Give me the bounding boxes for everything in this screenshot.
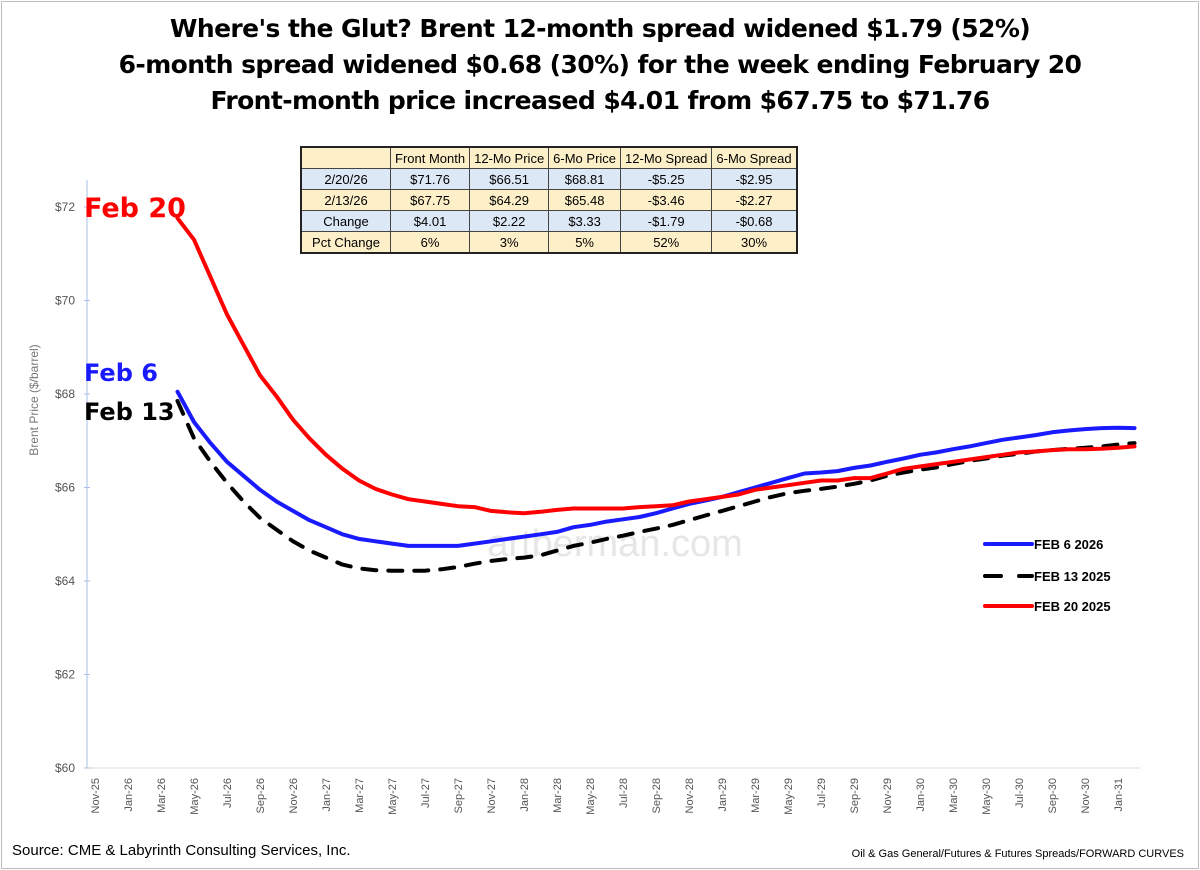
table-cell: -$5.25	[620, 168, 713, 190]
x-tick-label: Nov-30	[1080, 778, 1092, 813]
y-tick-label: $70	[55, 294, 75, 308]
table-row: Change $4.01 $2.22 $3.33 -$1.79 -$0.68	[300, 210, 798, 232]
x-tick-label: May-28	[585, 778, 597, 815]
table-cell: 52%	[620, 231, 713, 254]
source-note: Source: CME & Labyrinth Consulting Servi…	[12, 842, 351, 859]
table-cell: Change	[300, 210, 391, 232]
table-cell: 3%	[469, 231, 550, 254]
y-tick-label: $72	[55, 200, 75, 214]
x-tick-label: Jan-29	[717, 778, 729, 812]
y-tick-label: $66	[55, 481, 75, 495]
y-tick-label: $64	[55, 574, 75, 588]
y-tick-label: $62	[55, 668, 75, 682]
x-tick-label: Sep-27	[453, 778, 465, 813]
series-label: Feb 6	[84, 359, 158, 387]
title-line-2: 6-month spread widened $0.68 (30%) for t…	[118, 50, 1082, 79]
x-tick-label: Nov-29	[882, 778, 894, 813]
x-tick-label: Sep-26	[255, 778, 267, 813]
x-tick-label: Jan-27	[321, 778, 333, 812]
table-cell: $66.51	[469, 168, 550, 190]
table-cell: 6%	[389, 231, 471, 254]
x-tick-label: Mar-29	[750, 778, 762, 813]
x-tick-label: Nov-28	[684, 778, 696, 813]
x-tick-label: Jan-26	[123, 778, 135, 812]
title-line-3: Front-month price increased $4.01 from $…	[210, 86, 990, 115]
y-tick-label: $68	[55, 387, 75, 401]
x-tick-label: Mar-28	[552, 778, 564, 813]
x-tick-label: Jul-30	[1014, 778, 1026, 808]
x-tick-label: Mar-26	[156, 778, 168, 813]
legend-label: FEB 13 2025	[1034, 569, 1111, 584]
table-cell: $2.22	[469, 210, 550, 232]
x-tick-label: Mar-27	[354, 778, 366, 813]
table-row: 2/13/26 $67.75 $64.29 $65.48 -$3.46 -$2.27	[300, 189, 798, 211]
table-cell: -$1.79	[620, 210, 713, 232]
table-cell: $71.76	[389, 168, 471, 190]
x-tick-label: May-26	[189, 778, 201, 815]
x-tick-label: May-29	[783, 778, 795, 815]
table-cell: $65.48	[548, 189, 622, 211]
x-tick-label: Jul-26	[222, 778, 234, 808]
x-tick-label: Sep-29	[849, 778, 861, 813]
x-tick-label: Jul-29	[816, 778, 828, 808]
x-tick-label: Sep-28	[651, 778, 663, 813]
table-cell: 30%	[711, 231, 798, 254]
table-cell: 6-Mo Spread	[711, 146, 798, 169]
series-label: Feb 20	[84, 193, 186, 224]
table-cell: $3.33	[548, 210, 622, 232]
table-cell: $64.29	[469, 189, 550, 211]
table-cell: Pct Change	[300, 231, 391, 254]
path-note: Oil & Gas General/Futures & Futures Spre…	[851, 848, 1184, 860]
x-tick-label: Nov-27	[486, 778, 498, 813]
table-cell: $4.01	[389, 210, 471, 232]
x-tick-label: Jul-28	[618, 778, 630, 808]
table-row: 2/20/26 $71.76 $66.51 $68.81 -$5.25 -$2.95	[300, 168, 798, 190]
x-tick-label: Jan-31	[1113, 778, 1125, 812]
table-cell: 12-Mo Price	[469, 146, 550, 169]
y-axis-label: Brent Price ($/barrel)	[27, 344, 41, 455]
series-line-feb-6	[175, 389, 1137, 548]
x-tick-label: May-27	[387, 778, 399, 815]
table-cell: 2/20/26	[300, 168, 391, 190]
x-tick-label: Mar-30	[948, 778, 960, 813]
table-header-row: Front Month 12-Mo Price 6-Mo Price 12-Mo…	[300, 146, 798, 169]
table-cell: $68.81	[548, 168, 622, 190]
table-cell: 5%	[548, 231, 622, 254]
table-cell: -$2.27	[711, 189, 798, 211]
table-cell: -$0.68	[711, 210, 798, 232]
x-tick-label: May-30	[981, 778, 993, 815]
table-cell	[300, 146, 391, 169]
x-tick-label: Jan-28	[519, 778, 531, 812]
table-cell: 12-Mo Spread	[620, 146, 713, 169]
table-cell: -$3.46	[620, 189, 713, 211]
legend-label: FEB 20 2025	[1034, 599, 1111, 614]
x-tick-label: Nov-26	[288, 778, 300, 813]
x-tick-label: Jul-27	[420, 778, 432, 808]
x-tick-label: Nov-25	[90, 778, 102, 813]
x-tick-label: Sep-30	[1047, 778, 1059, 813]
summary-table: Front Month 12-Mo Price 6-Mo Price 12-Mo…	[300, 146, 798, 254]
table-cell: 6-Mo Price	[548, 146, 622, 169]
table-cell: -$2.95	[711, 168, 798, 190]
table-cell: 2/13/26	[300, 189, 391, 211]
title-line-1: Where's the Glut? Brent 12-month spread …	[169, 14, 1031, 43]
table-row: Pct Change 6% 3% 5% 52% 30%	[300, 231, 798, 254]
series-line-feb-20	[175, 216, 1137, 516]
legend-label: FEB 6 2026	[1034, 537, 1103, 552]
series-label: Feb 13	[84, 398, 175, 426]
y-tick-label: $60	[55, 761, 75, 775]
table-cell: Front Month	[389, 146, 471, 169]
table-cell: $67.75	[389, 189, 471, 211]
x-tick-label: Jan-30	[915, 778, 927, 812]
